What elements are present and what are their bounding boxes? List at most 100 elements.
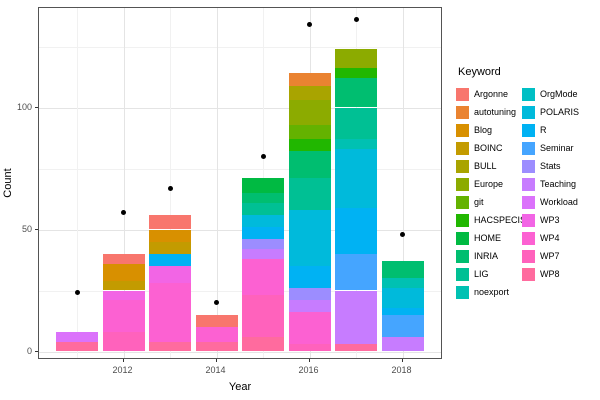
bar-segment-2012-BOINC [102, 280, 145, 291]
legend-entry-BOINC: BOINC [456, 139, 503, 157]
legend-label-LIG: LIG [474, 269, 489, 279]
legend-entry-Seminar: Seminar [522, 139, 574, 157]
bar-segment-2017-POLARIS [335, 148, 377, 208]
bar-segment-2016-LIG [288, 178, 331, 210]
x-tick-label: 2012 [112, 365, 133, 375]
bar-segment-2016-git [288, 124, 331, 140]
bar-segment-2015-INRIA [242, 192, 284, 203]
legend-label-git: git [474, 197, 484, 207]
legend-label-autotuning: autotuning [474, 107, 517, 117]
y-minor-gridline [39, 168, 441, 170]
legend-swatch-BOINC [456, 141, 469, 155]
legend-label-Europe: Europe [474, 179, 504, 189]
bar-segment-2018-R [381, 307, 424, 315]
bar-segment-2018-INRIA [381, 261, 424, 279]
bar-segment-2018-Seminar [381, 314, 424, 337]
legend-swatch-Teaching [522, 177, 535, 191]
legend-entry-noexport: noexport [456, 283, 509, 301]
bar-segment-2013-Blog [149, 229, 191, 242]
bar-segment-2016-autotuning [288, 73, 331, 86]
legend-entries: Argonne autotuning Blog BOINC BULL Europe git H… [456, 85, 596, 301]
legend-swatch-Blog [456, 123, 469, 137]
x-tick-label: 2016 [298, 365, 319, 375]
data-point-2012 [121, 209, 126, 215]
bar-segment-2011-Workload [56, 331, 98, 342]
legend-label-Stats: Stats [540, 161, 561, 171]
legend-label-BOINC: BOINC [474, 143, 503, 153]
legend-swatch-R [522, 123, 535, 137]
bar-segment-2013-WP8 [149, 341, 191, 352]
legend-label-HOME: HOME [474, 233, 501, 243]
bar-segment-2016-BULL [288, 85, 331, 101]
legend-label-Teaching: Teaching [540, 179, 577, 189]
bar-segment-2015-WP4 [242, 258, 284, 296]
legend-label-INRIA: INRIA [474, 251, 499, 261]
x-tick-mark [215, 359, 217, 362]
bar-segment-2015-R [242, 227, 284, 240]
bar-segment-2013-Argonne [149, 214, 191, 230]
legend-label-noexport: noexport [474, 287, 510, 297]
legend-label-POLARIS: POLARIS [540, 107, 580, 117]
x-major-gridline [402, 8, 404, 358]
legend-entry-autotuning: autotuning [456, 103, 516, 121]
x-tick-mark [401, 359, 403, 362]
legend-swatch-Stats [522, 159, 535, 173]
legend-swatch-Workload [522, 195, 535, 209]
y-major-gridline [39, 229, 441, 231]
bar-segment-2015-WP7 [242, 295, 284, 337]
bar-segment-2013-WP3 [149, 266, 191, 284]
legend-entry-R: R [522, 121, 547, 139]
legend-entry-HOME: HOME [456, 229, 501, 247]
bar-segment-2015-LIG [242, 202, 284, 215]
y-tick-mark [35, 350, 38, 352]
legend-label-HACSPECIS: HACSPECIS [474, 215, 527, 225]
bar-segment-2016-WP4 [288, 312, 331, 345]
x-minor-gridline [170, 8, 171, 358]
legend-swatch-autotuning [456, 105, 469, 119]
legend-entry-LIG: LIG [456, 265, 489, 283]
data-point-2016 [307, 22, 312, 28]
legend-entry-WP4: WP4 [522, 229, 560, 247]
y-tick-mark [35, 106, 38, 108]
legend-entry-POLARIS: POLARIS [522, 103, 579, 121]
bar-segment-2013-BOINC [149, 241, 191, 254]
legend-label-Argonne: Argonne [474, 89, 509, 99]
y-tick-label: 0 [26, 345, 32, 356]
y-minor-gridline [39, 290, 441, 292]
legend-label-BULL: BULL [474, 161, 497, 171]
legend-entry-Stats: Stats [522, 157, 561, 175]
bar-segment-2015-WP8 [242, 336, 284, 352]
data-point-2013 [167, 185, 173, 191]
legend-label-Workload: Workload [540, 197, 578, 207]
legend-entry-Teaching: Teaching [522, 175, 576, 193]
legend-label-OrgMode: OrgMode [540, 89, 578, 99]
data-point-2011 [74, 290, 80, 296]
legend-swatch-BULL [456, 159, 469, 173]
bar-segment-2011-WP8 [56, 341, 98, 352]
legend-entry-Argonne: Argonne [456, 85, 508, 103]
legend-label-Seminar: Seminar [540, 143, 574, 153]
bar-segment-2012-WP4 [102, 300, 145, 332]
bar-segment-2017-Teaching [335, 290, 377, 345]
legend-swatch-git [456, 195, 469, 209]
x-tick-mark [122, 359, 124, 362]
bar-segment-2017-Europe [335, 48, 377, 69]
bar-segment-2016-POLARIS [288, 209, 331, 267]
legend-swatch-Europe [456, 177, 469, 191]
bar-segment-2014-Argonne [195, 314, 238, 328]
legend-entry-git: git [456, 193, 484, 211]
bar-segment-2016-Stats [288, 288, 331, 301]
legend-swatch-WP4 [522, 231, 535, 245]
legend-label-WP8: WP8 [540, 269, 560, 279]
legend-entry-Workload: Workload [522, 193, 578, 211]
legend-entry-Europe: Europe [456, 175, 503, 193]
bar-segment-2016-Europe [288, 100, 331, 125]
bar-segment-2018-Teaching [381, 336, 424, 352]
legend-label-Blog: Blog [474, 125, 493, 135]
plot-panel [38, 7, 442, 359]
data-point-2015 [260, 153, 266, 159]
y-tick-mark [35, 228, 38, 230]
bar-segment-2012-Argonne [102, 253, 145, 264]
legend-entry-BULL: BULL [456, 157, 497, 175]
